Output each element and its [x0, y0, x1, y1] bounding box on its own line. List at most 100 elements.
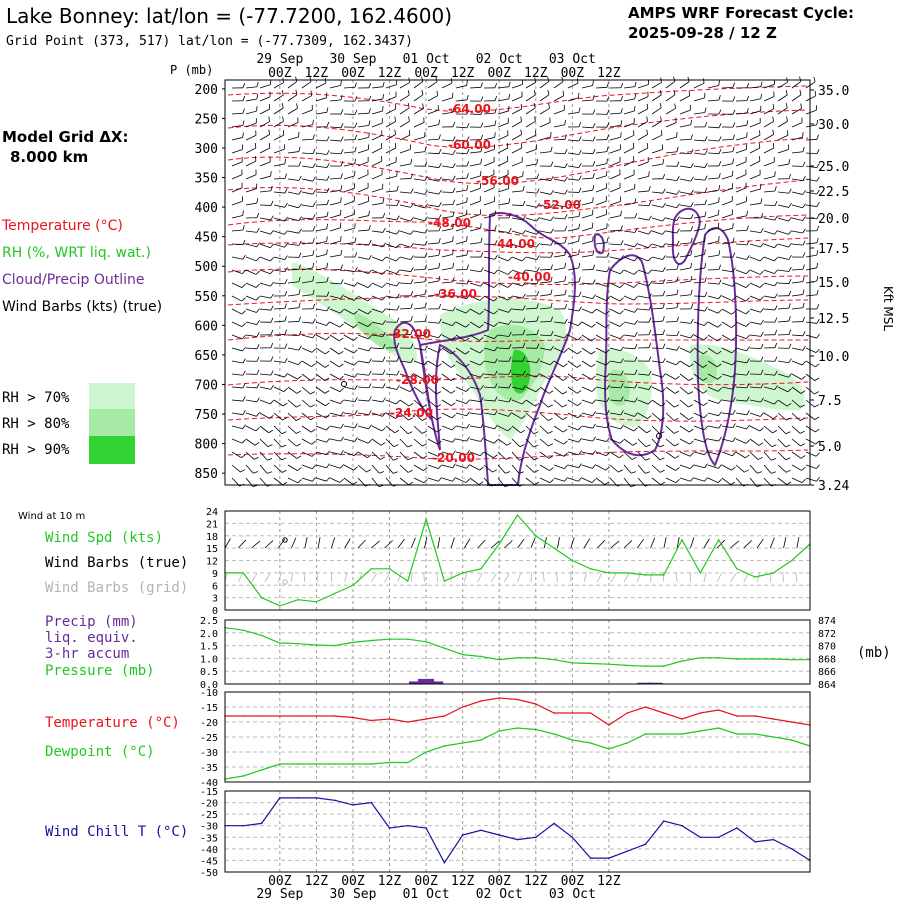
wind-barb-feather — [704, 262, 707, 269]
wind-barb — [273, 269, 285, 273]
wind-barb-feather — [799, 76, 802, 82]
wind-barb — [371, 202, 383, 206]
wind-barb-feather — [507, 427, 512, 432]
temperature-contour-label: -24.00 — [390, 406, 433, 420]
wind-barb-feather — [718, 185, 721, 191]
wind-barb — [707, 321, 718, 328]
pressure-tick-label: 800 — [195, 438, 218, 453]
wind-barb — [539, 399, 549, 408]
true-wind-barb — [570, 537, 575, 549]
wind-barb-feather — [452, 136, 456, 142]
wind-barb-feather — [676, 331, 680, 336]
grid-wind-barb — [464, 572, 468, 583]
wind-barb-feather — [704, 236, 706, 242]
wind-barb-feather — [284, 357, 288, 363]
height-tick-label: 3.24 — [818, 479, 849, 494]
wind-barb-feather — [814, 90, 817, 96]
wind-barb-feather — [452, 306, 456, 312]
wind-barb — [287, 425, 297, 434]
dewpoint-line-point — [260, 769, 263, 771]
wind-barb — [539, 81, 550, 89]
wind-barb-feather — [732, 122, 736, 128]
wind-barb-feather — [438, 226, 442, 232]
wind-barb — [791, 81, 802, 89]
wind-barb — [595, 175, 607, 180]
wind-barb — [665, 81, 676, 89]
wind-barb — [343, 334, 354, 341]
chill-tick-label: -45 — [200, 856, 218, 867]
wind-barb — [539, 230, 551, 234]
wind-barb — [497, 399, 509, 403]
wind-barb-feather — [634, 93, 637, 99]
wind-barb — [567, 165, 579, 168]
wind-barb-feather — [802, 146, 805, 152]
wind-barb-feather — [284, 173, 287, 179]
wind-barb-feather — [508, 93, 511, 99]
wind-barb-feather — [284, 303, 287, 309]
wind-barb-feather — [466, 173, 469, 179]
wind-barb-feather — [312, 226, 316, 232]
wind-speed-line-point — [315, 600, 318, 603]
wind-barb — [665, 399, 675, 408]
wind-barb — [273, 451, 282, 461]
pressure-tick-label: 250 — [195, 112, 218, 127]
wind-barb — [763, 412, 774, 420]
wind-barb — [455, 477, 467, 483]
wind-barb-feather — [424, 228, 428, 234]
wind-barb-feather — [731, 324, 736, 328]
wind-barb-feather — [452, 121, 456, 127]
pressure-line-point — [736, 658, 738, 660]
wind-barb-feather — [619, 297, 624, 302]
wind-barb-feather — [800, 443, 806, 447]
bottom-time-label: 00Z — [414, 874, 438, 889]
true-wind-barb — [597, 539, 606, 549]
wind-barb-feather — [281, 90, 284, 96]
wind-barb — [511, 121, 522, 128]
wind-chill-panel-bg — [225, 791, 810, 872]
wind-barb-feather — [395, 400, 400, 405]
wind-barb-feather — [745, 297, 750, 302]
wind-barb — [329, 477, 341, 483]
wind-barb — [539, 151, 551, 154]
wind-barb — [259, 175, 271, 180]
wind-barb — [623, 386, 635, 389]
wind-barb — [245, 347, 258, 350]
wind-barb — [231, 373, 243, 376]
wind-barb — [651, 412, 661, 421]
dewpoint-line-point — [388, 761, 391, 764]
wind-barb — [301, 280, 313, 284]
wind-barb-feather — [814, 416, 820, 420]
wind-barb-feather — [298, 240, 302, 246]
top-time-label: 12Z — [451, 66, 475, 81]
wind-barb-feather — [774, 171, 776, 177]
wind-barb-feather — [284, 267, 288, 272]
wind-barb-feather — [421, 76, 424, 82]
wind-barb — [805, 152, 818, 155]
wind-barb — [273, 204, 285, 208]
wind-barb-feather — [757, 471, 763, 474]
dewpoint-line-point — [297, 763, 299, 765]
wind-barb-feather — [410, 230, 414, 235]
wind-barb — [343, 214, 355, 219]
wind-barb-feather — [256, 356, 260, 362]
pressure-line-point — [644, 665, 647, 667]
wind-barb — [707, 308, 719, 314]
wind-barb-feather — [591, 478, 596, 483]
pressure-line-point — [333, 644, 336, 647]
wind-barb — [651, 282, 664, 284]
wind-barb — [525, 120, 536, 128]
wind-barb-feather — [282, 402, 288, 407]
wind-barb-feather — [662, 159, 665, 165]
temperature-line-point — [790, 721, 793, 723]
wind-barb — [273, 107, 284, 115]
wind-barb — [511, 386, 523, 390]
temperature-line-point — [260, 715, 263, 717]
wind-chill-line-point — [699, 836, 702, 839]
wind-barb — [273, 243, 285, 248]
wind-barb-feather — [295, 418, 301, 421]
bottom-time-label: 12Z — [378, 874, 402, 889]
wind-barb — [651, 399, 662, 407]
wind-barb — [525, 191, 537, 194]
wind-barb — [273, 256, 285, 261]
wind-barb — [455, 177, 467, 180]
